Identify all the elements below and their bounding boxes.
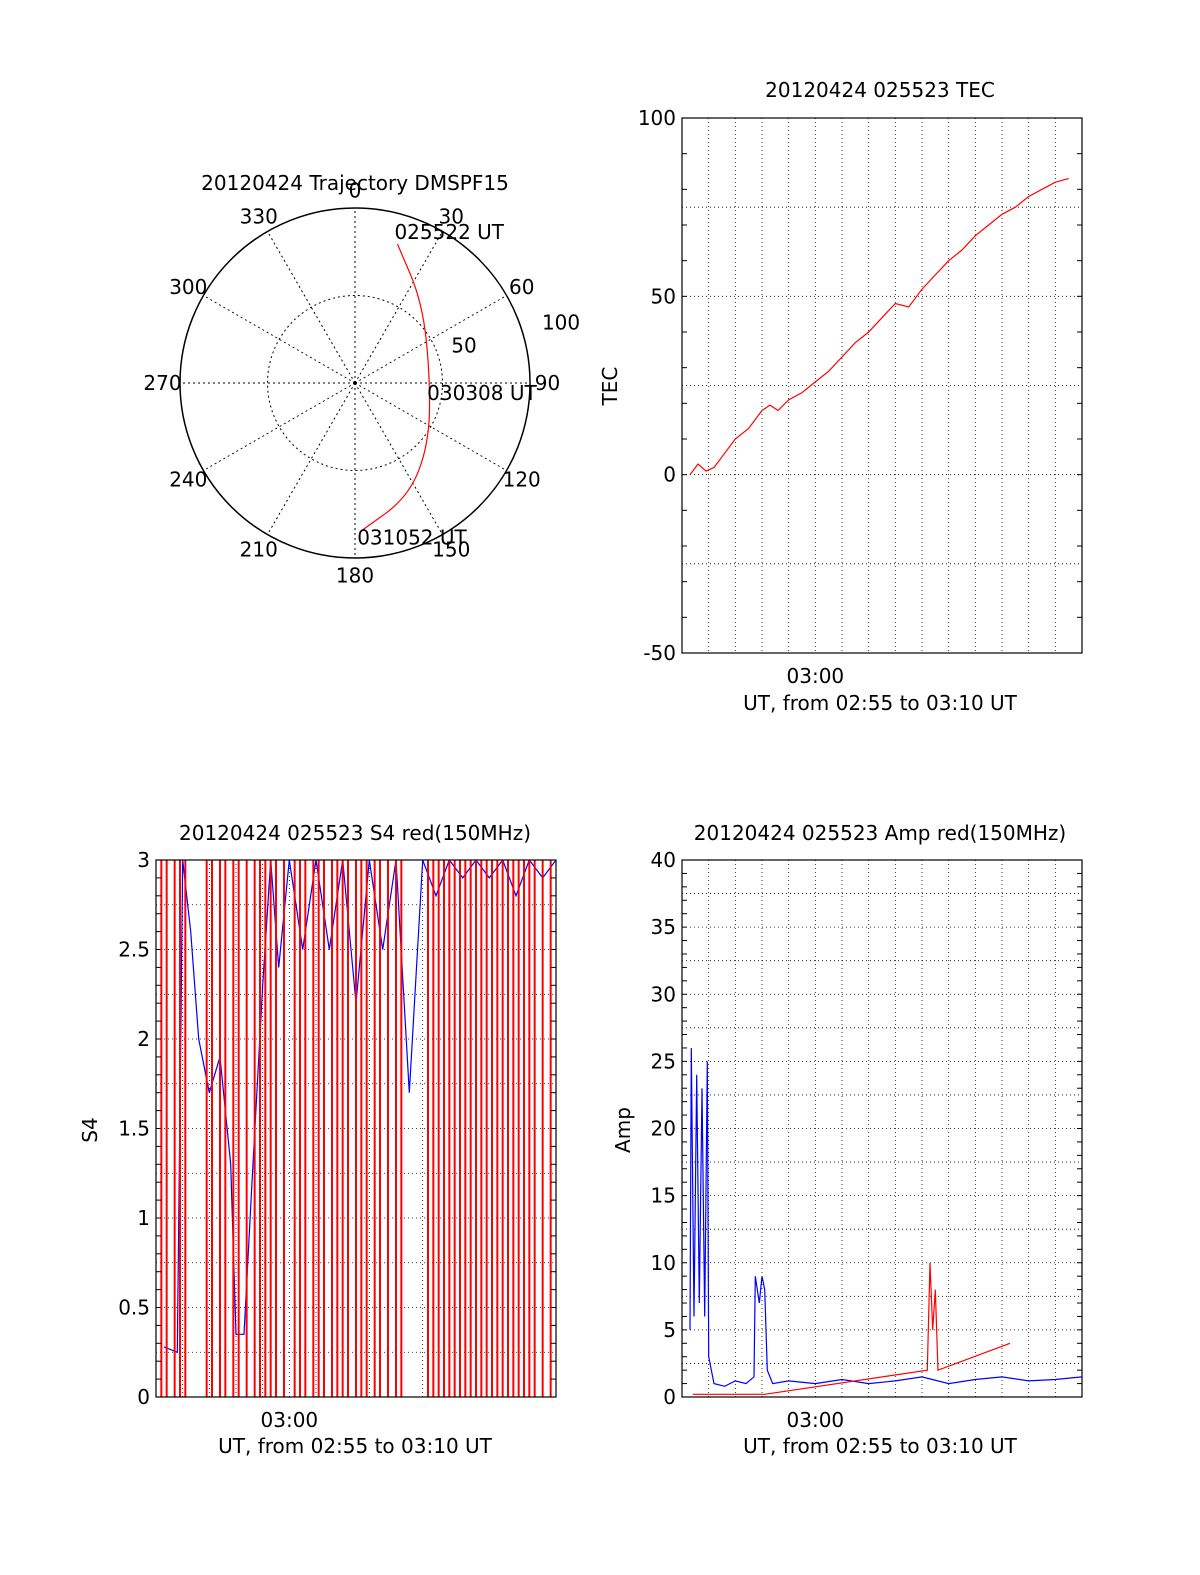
y-tick-label: 40 xyxy=(651,848,676,872)
y-tick-label: 10 xyxy=(651,1251,676,1275)
polar-radial-label: 50 xyxy=(451,333,476,357)
polar-azimuth-label: 150 xyxy=(432,538,470,562)
tec-xlabel: UT, from 02:55 to 03:10 UT xyxy=(743,691,1018,715)
amp-title: 20120424 025523 Amp red(150MHz) xyxy=(694,821,1066,845)
polar-azimuth-label: 120 xyxy=(503,467,541,491)
polar-track: 025522 UT 030308 UT 031052 UT xyxy=(357,220,537,550)
series-line xyxy=(689,1047,1082,1387)
x-tick-label: 03:00 xyxy=(787,1408,845,1432)
polar-spoke xyxy=(267,231,356,384)
series-group xyxy=(689,178,1069,476)
polar-grid xyxy=(179,207,531,559)
polar-azimuth-label: 330 xyxy=(240,204,278,228)
polar-spoke xyxy=(203,295,356,384)
polar-azimuth-label: 270 xyxy=(143,371,181,395)
y-tick-label: 3 xyxy=(137,848,150,872)
polar-title: 20120424 Trajectory DMSPF15 xyxy=(201,171,509,195)
polar-spoke xyxy=(267,382,356,535)
polar-spoke xyxy=(354,231,443,384)
y-tick-label: 100 xyxy=(638,106,676,130)
polar-trajectory-line xyxy=(359,243,431,533)
polar-time-annotation: 025522 UT xyxy=(394,220,504,244)
polar-spoke xyxy=(203,382,356,471)
s4-panel: 20120424 025523 S4 red(150MHz) UT, from … xyxy=(78,821,557,1458)
polar-spoke xyxy=(354,295,507,384)
s4-xlabel: UT, from 02:55 to 03:10 UT xyxy=(218,1434,493,1458)
tec-ylabel: TEC xyxy=(598,367,622,407)
polar-azimuth-label: 90 xyxy=(535,371,560,395)
plot-frame xyxy=(681,117,1083,654)
series-line xyxy=(689,178,1069,476)
y-tick-label: 20 xyxy=(651,1117,676,1141)
y-tick-label: 0 xyxy=(137,1385,150,1409)
polar-labels: 0 30 60 90 120 150 180 210 240 270 300 330 50 100 xyxy=(143,179,580,588)
series-group xyxy=(689,1047,1082,1395)
amp-panel: 20120424 025523 Amp red(150MHz) UT, from… xyxy=(611,821,1083,1458)
y-tick-label: 0 xyxy=(663,463,676,487)
polar-azimuth-label: 300 xyxy=(169,275,207,299)
series-line xyxy=(692,1262,1011,1395)
y-tick-label: 35 xyxy=(651,915,676,939)
y-tick-label: 1 xyxy=(137,1206,150,1230)
polar-panel: 20120424 Trajectory DMSPF15 0 30 60 90 120 15… xyxy=(143,171,580,588)
amp-ylabel: Amp xyxy=(611,1107,635,1153)
polar-azimuth-label: 210 xyxy=(240,538,278,562)
polar-time-annotation: 030308 UT xyxy=(427,381,537,405)
polar-azimuth-label: 30 xyxy=(439,204,464,228)
y-tick-label: 5 xyxy=(663,1318,676,1342)
polar-radial-label: 100 xyxy=(542,311,580,335)
y-tick-label: 0.5 xyxy=(118,1296,150,1320)
polar-time-annotation: 031052 UT xyxy=(357,526,467,550)
y-tick-label: 1.5 xyxy=(118,1117,150,1141)
polar-azimuth-label: 180 xyxy=(336,564,374,588)
y-tick-label: 50 xyxy=(651,284,676,308)
polar-spoke xyxy=(354,382,443,535)
y-tick-label: 2 xyxy=(137,1027,150,1051)
y-tick-label: 15 xyxy=(651,1184,676,1208)
polar-azimuth-label: 240 xyxy=(169,467,207,491)
polar-azimuth-label: 0 xyxy=(349,179,362,203)
series-group xyxy=(160,860,556,1397)
y-tick-label: 2.5 xyxy=(118,938,150,962)
polar-outer-circle xyxy=(179,207,531,559)
y-tick-label: -50 xyxy=(643,641,676,665)
x-tick-label: 03:00 xyxy=(261,1408,319,1432)
polar-inner-circle xyxy=(267,295,443,471)
polar-azimuth-label: 60 xyxy=(509,275,534,299)
x-tick-label: 03:00 xyxy=(787,664,845,688)
y-tick-label: 25 xyxy=(651,1049,676,1073)
polar-spoke xyxy=(354,382,507,471)
tec-title: 20120424 025523 TEC xyxy=(765,78,995,102)
tec-panel: 20120424 025523 TEC UT, from 02:55 to 03… xyxy=(598,78,1083,715)
s4-ylabel: S4 xyxy=(78,1117,102,1142)
y-tick-label: 30 xyxy=(651,982,676,1006)
y-tick-label: 0 xyxy=(663,1385,676,1409)
s4-title: 20120424 025523 S4 red(150MHz) xyxy=(179,821,531,845)
amp-xlabel: UT, from 02:55 to 03:10 UT xyxy=(743,1434,1018,1458)
